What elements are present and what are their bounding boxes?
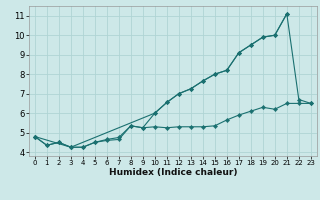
X-axis label: Humidex (Indice chaleur): Humidex (Indice chaleur) [108,168,237,177]
